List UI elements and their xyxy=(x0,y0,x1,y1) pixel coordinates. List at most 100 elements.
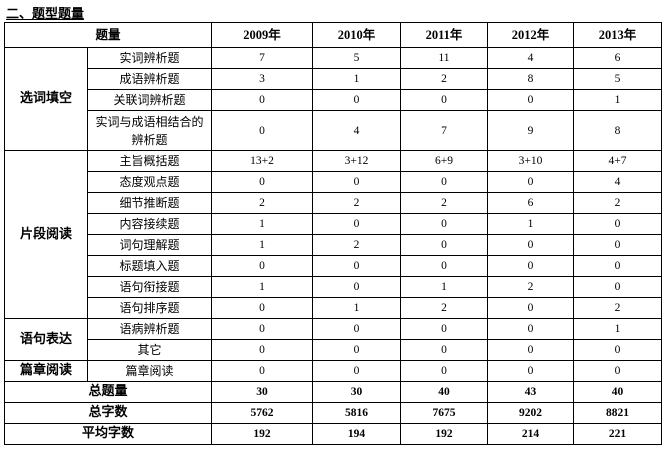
question-type-cell: 细节推断题 xyxy=(86,192,213,214)
value-cell: 7 xyxy=(400,110,489,151)
table-row: 篇章阅读 篇章阅读 0 0 0 0 0 xyxy=(4,360,663,382)
table-row: 选词填空 实词辨析题 7 5 11 4 6 xyxy=(4,47,663,151)
value-cell: 0 xyxy=(312,339,402,361)
total-value: 192 xyxy=(211,423,314,445)
total-value: 7675 xyxy=(400,402,489,424)
table-row: 内容接续题 1 0 0 1 0 xyxy=(5,213,663,235)
value-cell: 0 xyxy=(312,255,402,277)
category-cell: 片段阅读 xyxy=(4,150,88,319)
table-row: 关联词辨析题 0 0 0 0 1 xyxy=(5,89,663,111)
value-cell: 4 xyxy=(573,171,663,193)
value-cell: 6 xyxy=(573,47,663,69)
total-label: 总字数 xyxy=(3,402,213,424)
value-cell: 0 xyxy=(487,318,575,340)
question-type-cell: 语句衔接题 xyxy=(86,276,213,298)
value-cell: 0 xyxy=(211,89,314,111)
value-cell: 8 xyxy=(487,68,575,90)
total-row: 总题量 30 30 40 43 40 xyxy=(3,381,663,403)
value-cell: 0 xyxy=(211,297,314,319)
value-cell: 0 xyxy=(400,213,489,235)
value-cell: 0 xyxy=(211,360,314,382)
value-cell: 0 xyxy=(400,339,489,361)
total-value: 9202 xyxy=(487,402,575,424)
value-cell: 0 xyxy=(400,89,489,111)
value-cell: 3+10 xyxy=(487,150,575,172)
category-cell: 篇章阅读 xyxy=(4,360,88,382)
table-row: 片段阅读 主旨概括题 13+2 3+12 6+9 3+10 4+7 xyxy=(4,150,663,319)
value-cell: 0 xyxy=(400,171,489,193)
value-cell: 0 xyxy=(573,234,663,256)
value-cell: 0 xyxy=(400,234,489,256)
question-type-cell: 实词辨析题 xyxy=(86,47,213,69)
value-cell: 0 xyxy=(400,318,489,340)
value-cell: 0 xyxy=(487,255,575,277)
year-header: 2010年 xyxy=(312,22,402,48)
value-cell: 4+7 xyxy=(573,150,663,172)
question-type-cell: 关联词辨析题 xyxy=(86,89,213,111)
value-cell: 4 xyxy=(312,110,402,151)
value-cell: 0 xyxy=(487,89,575,111)
table-row: 成语辨析题 3 1 2 8 5 xyxy=(5,68,663,90)
value-cell: 0 xyxy=(211,110,314,151)
total-value: 192 xyxy=(400,423,489,445)
value-cell: 1 xyxy=(211,276,314,298)
value-cell: 8 xyxy=(573,110,663,151)
question-type-cell: 实词与成语相结合的辨析题 xyxy=(86,110,213,151)
question-type-cell: 其它 xyxy=(86,339,213,361)
value-cell: 1 xyxy=(573,318,663,340)
value-cell: 5 xyxy=(312,47,402,69)
table-row: 态度观点题 0 0 0 0 4 xyxy=(5,171,663,193)
value-cell: 13+2 xyxy=(211,150,314,172)
value-cell: 1 xyxy=(400,276,489,298)
value-cell: 0 xyxy=(312,276,402,298)
header-row: 题量 2009年 2010年 2011年 2012年 2013年 xyxy=(3,22,663,48)
question-type-cell: 语病辨析题 xyxy=(86,318,213,340)
value-cell: 0 xyxy=(573,339,663,361)
table-row: 其它 0 0 0 0 0 xyxy=(5,339,663,361)
year-header: 2013年 xyxy=(573,22,663,48)
question-type-table: 题量 2009年 2010年 2011年 2012年 2013年 选词填空 实词辨析题 7 5 11… xyxy=(3,22,663,445)
value-cell: 1 xyxy=(487,213,575,235)
total-value: 5816 xyxy=(312,402,402,424)
value-cell: 0 xyxy=(573,213,663,235)
value-cell: 1 xyxy=(312,297,402,319)
total-value: 30 xyxy=(211,381,314,403)
total-value: 40 xyxy=(573,381,663,403)
value-cell: 2 xyxy=(573,192,663,214)
value-cell: 0 xyxy=(400,255,489,277)
question-type-cell: 内容接续题 xyxy=(86,213,213,235)
value-cell: 0 xyxy=(487,339,575,361)
value-cell: 9 xyxy=(487,110,575,151)
value-cell: 0 xyxy=(312,318,402,340)
table-row: 语句表达 语病辨析题 0 0 0 0 1 xyxy=(4,318,663,361)
year-header: 2009年 xyxy=(211,22,314,48)
question-type-cell: 成语辨析题 xyxy=(86,68,213,90)
value-cell: 0 xyxy=(312,89,402,111)
value-cell: 0 xyxy=(211,255,314,277)
question-type-cell: 语句排序题 xyxy=(86,297,213,319)
value-cell: 2 xyxy=(487,276,575,298)
value-cell: 0 xyxy=(400,360,489,382)
question-type-cell: 标题填入题 xyxy=(86,255,213,277)
total-row: 总字数 5762 5816 7675 9202 8821 xyxy=(3,402,663,424)
value-cell: 0 xyxy=(573,276,663,298)
total-label: 平均字数 xyxy=(3,423,213,445)
value-cell: 7 xyxy=(211,47,314,69)
total-value: 8821 xyxy=(573,402,663,424)
value-cell: 5 xyxy=(573,68,663,90)
header-label: 题量 xyxy=(3,22,213,48)
total-value: 221 xyxy=(573,423,663,445)
value-cell: 0 xyxy=(211,171,314,193)
table-row: 细节推断题 2 2 2 6 2 xyxy=(5,192,663,214)
value-cell: 6+9 xyxy=(400,150,489,172)
value-cell: 1 xyxy=(312,68,402,90)
total-label: 总题量 xyxy=(3,381,213,403)
value-cell: 1 xyxy=(211,234,314,256)
value-cell: 0 xyxy=(211,318,314,340)
value-cell: 0 xyxy=(211,339,314,361)
category-cell: 语句表达 xyxy=(4,318,88,361)
value-cell: 0 xyxy=(312,171,402,193)
value-cell: 0 xyxy=(487,297,575,319)
value-cell: 2 xyxy=(573,297,663,319)
value-cell: 0 xyxy=(487,360,575,382)
